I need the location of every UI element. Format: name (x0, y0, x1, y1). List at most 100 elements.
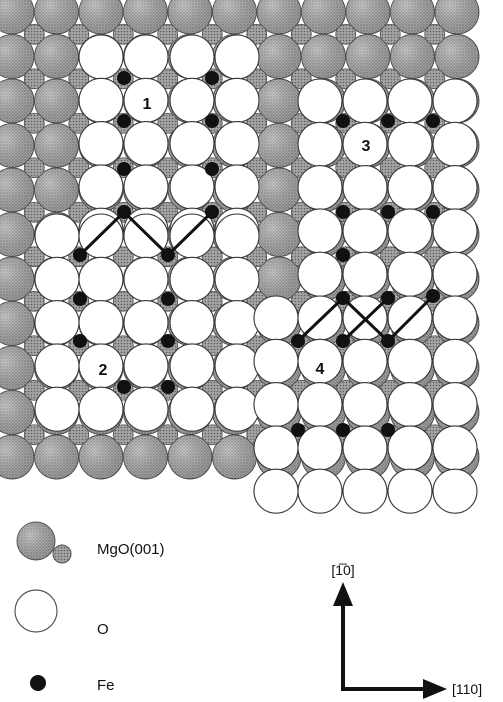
oxygen-atom-island-3 (432, 78, 478, 124)
substrate-atom-shade (212, 0, 257, 34)
oxygen-atom-island-2 (169, 213, 215, 259)
fe-atom (205, 71, 219, 85)
substrate-small-atom (201, 424, 223, 446)
substrate-atom-shade (168, 435, 212, 479)
substrate-atom-shade (0, 34, 34, 79)
fe-atoms (73, 71, 440, 437)
oxygen-atom-island-1 (78, 121, 124, 167)
oxygen-atom-island-2 (169, 343, 215, 389)
oxygen-atom-island-4 (432, 425, 478, 471)
oxygen-atom-island-1 (214, 77, 260, 123)
oxygen-atom-island-4 (253, 425, 299, 471)
oxygen-atom-island-4 (253, 468, 299, 514)
substrate-small-atom (112, 23, 134, 45)
legend-substrate-icon (16, 521, 72, 564)
fe-atom (336, 114, 350, 128)
substrate-atom-shade (0, 212, 34, 257)
substrate-small-atom (23, 379, 45, 401)
oxygen-atom-island-1 (169, 34, 215, 80)
substrate-atom-shade (123, 435, 168, 479)
oxygen-atom-island-2 (78, 256, 124, 302)
fe-atom (336, 248, 350, 262)
substrate-small-atom (290, 23, 312, 45)
oxygen-atom-island-4 (253, 338, 299, 384)
substrate-small-atom (68, 68, 90, 90)
island-3-label: 3 (362, 138, 371, 155)
substrate-atom-shade (257, 257, 301, 301)
fe-atom (336, 423, 350, 437)
fe-atom (205, 114, 219, 128)
substrate-small-atom (23, 201, 45, 223)
axis-vertical-label: [1̅0] (331, 562, 354, 578)
substrate-small-atom (68, 112, 90, 134)
oxygen-atom-island-4 (432, 468, 478, 514)
oxygen-atom-island-3 (297, 165, 343, 211)
substrate-atom-shade (390, 34, 435, 79)
substrate-atom-shade (257, 34, 301, 79)
fe-atom (161, 380, 175, 394)
substrate-small-atom (112, 424, 134, 446)
oxygen-atom-island-3 (432, 208, 478, 254)
substrate-atom-shade (257, 79, 301, 123)
oxygen-atom-island-3 (432, 165, 478, 211)
oxygen-atom-island-3 (387, 78, 433, 124)
oxygen-atom-island-3 (387, 121, 433, 167)
oxygen-atom-island-1 (78, 34, 124, 80)
legend-iron-icon (30, 675, 46, 691)
oxygen-atom-island-4 (387, 468, 433, 514)
oxygen-atom-island-3 (297, 78, 343, 124)
oxygen-atom-island-1 (214, 164, 260, 210)
substrate-atom-shade (0, 123, 34, 168)
substrate-atom-shade (34, 435, 79, 479)
fe-atom (336, 205, 350, 219)
oxygen-atom-island-2 (34, 213, 80, 259)
fe-atom (73, 334, 87, 348)
substrate-atom-shade (257, 123, 301, 168)
island-1-label: 1 (143, 96, 152, 113)
oxygen-atom-island-3 (297, 121, 343, 167)
legend-iron-label: Fe (97, 677, 115, 694)
island-2-label: 2 (99, 362, 108, 379)
substrate-atom-shade (435, 34, 479, 79)
oxygen-atom-island-3 (342, 165, 388, 211)
substrate-atom-shade (435, 0, 479, 34)
bond-line-island-2 (78, 209, 214, 258)
substrate-atom-shade (301, 0, 346, 34)
oxygen-atom-island-3 (432, 121, 478, 167)
substrate-small-atom (23, 246, 45, 268)
substrate-small-atom (68, 23, 90, 45)
fe-atom (73, 248, 87, 262)
oxygen-atom-island-2 (123, 300, 169, 346)
oxygen-atom-island-4 (253, 382, 299, 428)
substrate-small-atom (157, 424, 179, 446)
oxygen-atom-island-3 (342, 208, 388, 254)
substrate-small-atom (23, 424, 45, 446)
oxygen-atom-island-3 (387, 165, 433, 211)
fe-atom (381, 334, 395, 348)
legend-substrate-label: MgO(001) (97, 541, 165, 558)
oxygen-atom-island-2 (214, 256, 260, 302)
oxygen-atom-island-2 (34, 300, 80, 346)
oxygen-atom-island-2 (169, 300, 215, 346)
substrate-small-atom (424, 23, 446, 45)
fe-atom (381, 423, 395, 437)
substrate-small-atom (157, 112, 179, 134)
oxygen-atom-island-3 (387, 251, 433, 297)
oxygen-atom-island-2 (34, 386, 80, 432)
substrate-atom-shade (123, 0, 168, 34)
oxygen-islands (34, 34, 478, 514)
crystal-axes: [1̅0] [110] (331, 562, 482, 699)
oxygen-atom-island-3 (387, 208, 433, 254)
fe-atom (205, 162, 219, 176)
oxygen-atom-island-2 (34, 343, 80, 389)
oxygen-atom-island-4 (432, 338, 478, 384)
oxygen-atom-island-2 (214, 386, 260, 432)
fe-atom (117, 71, 131, 85)
fe-atom (336, 291, 350, 305)
substrate-atom-shade (212, 435, 257, 479)
oxygen-atom-island-4 (432, 295, 478, 341)
substrate-atom-shade (168, 0, 212, 34)
oxygen-atom-island-4 (297, 468, 343, 514)
substrate-atom-shade (79, 0, 123, 34)
island-4-label: 4 (316, 361, 325, 378)
